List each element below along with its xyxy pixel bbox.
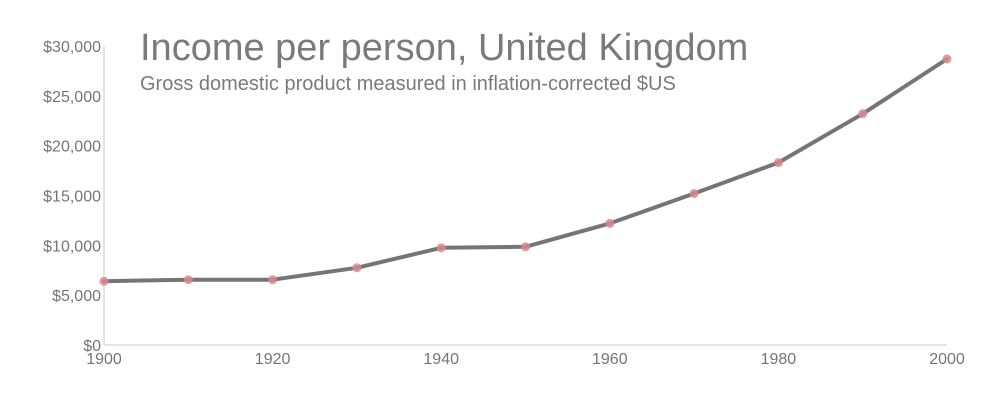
x-axis: 1900 1920 1940 1960 1980 2000	[86, 344, 965, 368]
series-income	[99, 54, 952, 286]
x-tick-label: 2000	[929, 351, 965, 368]
data-point	[436, 243, 446, 253]
chart-title: Income per person, United Kingdom	[140, 27, 748, 69]
x-tick-label: 1920	[255, 351, 291, 368]
data-point	[352, 263, 362, 273]
data-point	[689, 189, 699, 199]
data-point	[268, 275, 278, 285]
data-point	[773, 158, 783, 168]
x-tick-label: 1960	[592, 351, 628, 368]
x-tick-label: 1980	[761, 351, 797, 368]
y-tick-label: $25,000	[43, 89, 101, 106]
x-tick-label: 1940	[423, 351, 459, 368]
data-point	[521, 242, 530, 252]
y-tick-label: $15,000	[43, 189, 101, 206]
data-point	[605, 218, 615, 228]
data-point	[99, 276, 109, 286]
data-point	[858, 109, 868, 119]
x-tick-label: 1900	[86, 351, 122, 368]
data-point	[942, 54, 952, 64]
y-axis: $0 $5,000 $10,000 $15,000 $20,000 $25,000 $30,…	[43, 39, 105, 355]
y-tick-label: $30,000	[43, 39, 101, 56]
y-tick-label: $20,000	[43, 139, 101, 156]
y-tick-label: $10,000	[43, 238, 101, 255]
data-point	[183, 275, 193, 285]
y-tick-label: $5,000	[52, 288, 101, 305]
y-tick-label: $0	[83, 338, 101, 355]
chart-subtitle: Gross domestic product measured in infla…	[140, 73, 676, 95]
